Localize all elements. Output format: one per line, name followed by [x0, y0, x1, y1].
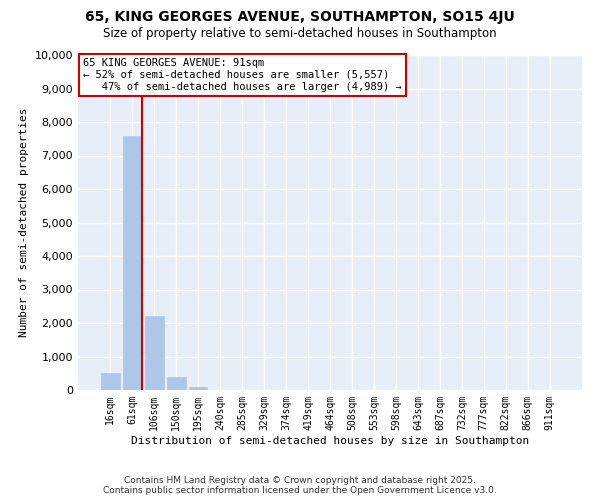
Text: Size of property relative to semi-detached houses in Southampton: Size of property relative to semi-detach…: [103, 28, 497, 40]
Bar: [123, 136, 142, 390]
Bar: [167, 378, 185, 390]
Bar: [101, 373, 119, 390]
Text: Contains HM Land Registry data © Crown copyright and database right 2025.
Contai: Contains HM Land Registry data © Crown c…: [103, 476, 497, 495]
X-axis label: Distribution of semi-detached houses by size in Southampton: Distribution of semi-detached houses by …: [131, 436, 529, 446]
Bar: [145, 316, 164, 390]
Text: 65, KING GEORGES AVENUE, SOUTHAMPTON, SO15 4JU: 65, KING GEORGES AVENUE, SOUTHAMPTON, SO…: [85, 10, 515, 24]
Bar: [189, 387, 208, 390]
Y-axis label: Number of semi-detached properties: Number of semi-detached properties: [19, 108, 29, 337]
Text: 65 KING GEORGES AVENUE: 91sqm
← 52% of semi-detached houses are smaller (5,557)
: 65 KING GEORGES AVENUE: 91sqm ← 52% of s…: [83, 58, 402, 92]
